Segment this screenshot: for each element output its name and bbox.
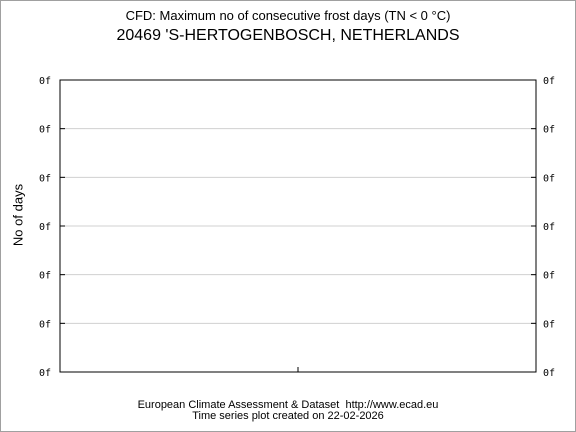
y-tick-label-right: 0f xyxy=(543,76,555,87)
y-tick-label-left: 0f xyxy=(39,319,51,330)
y-tick-label-right: 0f xyxy=(543,125,555,136)
y-tick-label-left: 0f xyxy=(39,173,51,184)
y-tick-label-left: 0f xyxy=(39,368,51,379)
chart-title: CFD: Maximum no of consecutive frost day… xyxy=(125,8,451,23)
y-tick-label-left: 0f xyxy=(39,222,51,233)
y-tick-label-right: 0f xyxy=(543,222,555,233)
y-tick-label-left: 0f xyxy=(39,125,51,136)
y-tick-label-right: 0f xyxy=(543,173,555,184)
y-tick-label-right: 0f xyxy=(543,319,555,330)
footer-source: European Climate Assessment & Dataset ht… xyxy=(137,399,439,411)
y-tick-label-left: 0f xyxy=(39,76,51,87)
y-tick-label-right: 0f xyxy=(543,271,555,282)
y-tick-label-right: 0f xyxy=(543,368,555,379)
footer-created: Time series plot created on 22-02-2026 xyxy=(192,410,384,422)
y-tick-label-left: 0f xyxy=(39,271,51,282)
chart-subtitle: 20469 'S-HERTOGENBOSCH, NETHERLANDS xyxy=(116,27,460,44)
